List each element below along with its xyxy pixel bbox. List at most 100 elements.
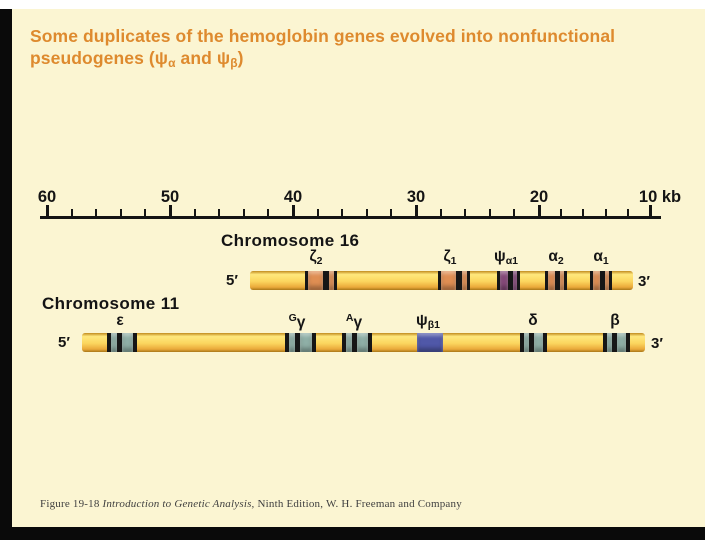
gene-band-stripe bbox=[497, 271, 500, 290]
ruler-tick-minor bbox=[243, 209, 245, 216]
ruler-tick-major bbox=[169, 205, 172, 216]
gene-band-stripe bbox=[133, 333, 137, 352]
caption-publisher: Ninth Edition, W. H. Freeman and Company bbox=[254, 498, 462, 510]
gene-band-stripe bbox=[555, 271, 560, 290]
ruler-tick-minor bbox=[267, 209, 269, 216]
ruler-tick-major bbox=[649, 205, 652, 216]
ruler-tick-major bbox=[415, 205, 418, 216]
gene-band bbox=[342, 333, 372, 352]
three-prime-label: 3′ bbox=[651, 335, 663, 352]
gene-band-stripe bbox=[334, 271, 337, 290]
ruler-tick-minor bbox=[120, 209, 122, 216]
gene-band-fill bbox=[500, 271, 508, 290]
gene-label: Gγ bbox=[288, 312, 306, 331]
gene-band-fill bbox=[346, 333, 352, 352]
ruler-tick-minor bbox=[440, 209, 442, 216]
figure-caption: Figure 19-18 Introduction to Genetic Ana… bbox=[40, 498, 560, 510]
gene-band-fill bbox=[593, 271, 600, 290]
gene-label: Aγ bbox=[345, 312, 363, 331]
gene-band-fill bbox=[122, 333, 133, 352]
gene-band-fill bbox=[534, 333, 543, 352]
gene-band-fill bbox=[329, 271, 334, 290]
gene-band-stripe bbox=[603, 333, 607, 352]
gene-band bbox=[497, 271, 520, 290]
gene-band-fill bbox=[548, 271, 555, 290]
gene-band-stripe bbox=[545, 271, 548, 290]
gene-band bbox=[520, 333, 547, 352]
ruler-tick-minor bbox=[464, 209, 466, 216]
gene-band-stripe bbox=[323, 271, 329, 290]
ruler-tick-minor bbox=[366, 209, 368, 216]
gene-band-stripe bbox=[295, 333, 300, 352]
gene-band-fill bbox=[524, 333, 529, 352]
gene-label: β bbox=[610, 312, 620, 329]
gene-band-stripe bbox=[517, 271, 520, 290]
ruler-label: 40 bbox=[283, 188, 303, 206]
gene-label: ε bbox=[116, 312, 124, 329]
ruler-label: 20 bbox=[529, 188, 549, 206]
caption-book-title: Introduction to Genetic Analysis, bbox=[102, 498, 255, 510]
gene-label: α1 bbox=[593, 248, 609, 267]
gene-band-fill bbox=[441, 271, 456, 290]
ruler-label: 50 bbox=[160, 188, 180, 206]
gene-band-stripe bbox=[107, 333, 111, 352]
ruler-tick-minor bbox=[317, 209, 319, 216]
ruler-tick-minor bbox=[341, 209, 343, 216]
gene-band bbox=[590, 271, 612, 290]
gene-band-stripe bbox=[342, 333, 346, 352]
gene-band-fill bbox=[308, 271, 323, 290]
ruler-tick-minor bbox=[144, 209, 146, 216]
gene-band-stripe bbox=[612, 333, 617, 352]
title-line-2: pseudogenes (ψα and ψβ) bbox=[30, 48, 244, 70]
ruler-tick-major bbox=[538, 205, 541, 216]
gene-band-stripe bbox=[285, 333, 289, 352]
title-line-1: Some duplicates of the hemoglobin genes … bbox=[30, 26, 616, 46]
gene-band bbox=[545, 271, 567, 290]
gene-band-stripe bbox=[590, 271, 593, 290]
chromosome-name: Chromosome 16 bbox=[221, 231, 360, 250]
gene-band-fill bbox=[111, 333, 117, 352]
gene-label: ψβ1 bbox=[416, 312, 440, 331]
gene-label: α2 bbox=[548, 248, 564, 267]
gene-band-stripe bbox=[508, 271, 513, 290]
gene-band bbox=[603, 333, 630, 352]
gene-band-stripe bbox=[600, 271, 605, 290]
ruler-tick-major bbox=[46, 205, 49, 216]
left-border-bar bbox=[0, 9, 12, 540]
ruler-tick-minor bbox=[627, 209, 629, 216]
gene-band-fill bbox=[300, 333, 312, 352]
gene-band-stripe bbox=[543, 333, 547, 352]
gene-band-fill bbox=[417, 333, 443, 352]
ruler-tick-major bbox=[292, 205, 295, 216]
gene-band-fill bbox=[357, 333, 368, 352]
gene-band-stripe bbox=[467, 271, 470, 290]
ruler-tick-minor bbox=[194, 209, 196, 216]
gene-band bbox=[305, 271, 337, 290]
bottom-border-bar bbox=[0, 527, 705, 540]
ruler-line bbox=[40, 216, 661, 219]
gene-band bbox=[107, 333, 137, 352]
ruler-tick-minor bbox=[390, 209, 392, 216]
ruler-tick-minor bbox=[560, 209, 562, 216]
gene-band-stripe bbox=[626, 333, 630, 352]
chromosome-name: Chromosome 11 bbox=[42, 294, 180, 313]
three-prime-label: 3′ bbox=[638, 273, 650, 290]
gene-band-stripe bbox=[117, 333, 122, 352]
gene-band-stripe bbox=[520, 333, 524, 352]
gene-band bbox=[285, 333, 316, 352]
ruler-label: 60 bbox=[37, 188, 57, 206]
gene-label: δ bbox=[528, 312, 538, 329]
five-prime-label: 5′ bbox=[226, 272, 238, 289]
gene-band-stripe bbox=[438, 271, 441, 290]
gene-band-stripe bbox=[368, 333, 372, 352]
ruler-tick-minor bbox=[582, 209, 584, 216]
ruler-tick-minor bbox=[605, 209, 607, 216]
gene-label: ζ2 bbox=[309, 248, 323, 267]
gene-band-fill bbox=[462, 271, 467, 290]
gene-band bbox=[417, 333, 443, 352]
ruler-label: 10 kb bbox=[638, 188, 682, 206]
gene-label: ζ1 bbox=[443, 248, 457, 267]
